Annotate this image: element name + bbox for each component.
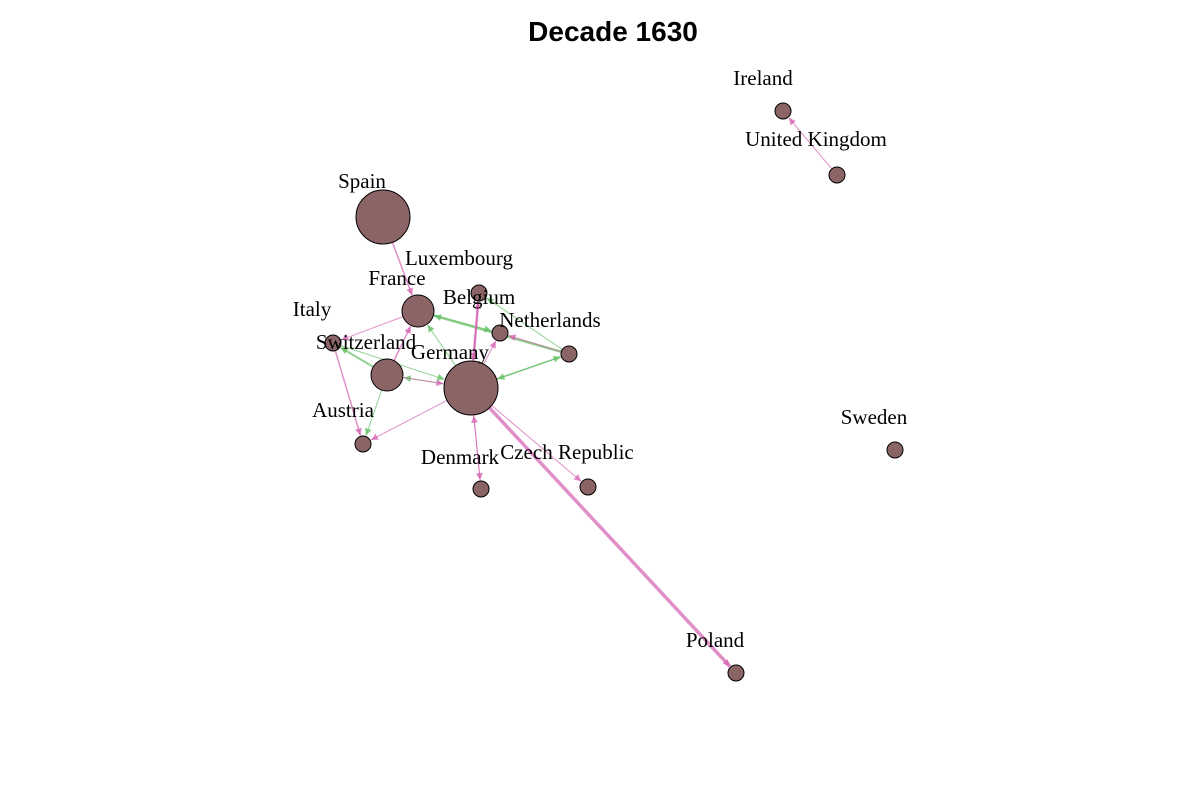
label-germany: Germany: [411, 340, 490, 364]
edge-switzerland-to-austria: [364, 389, 383, 436]
node-france[interactable]: [401, 294, 435, 328]
label-switzerland: Switzerland: [316, 330, 417, 354]
edge-united_kingdom-to-ireland: [788, 117, 833, 170]
edge-denmark-to-germany: [471, 415, 481, 482]
edge-netherlands-to-germany: [497, 356, 562, 380]
node-ireland[interactable]: [774, 102, 792, 120]
node-switzerland[interactable]: [370, 358, 404, 392]
edge-germany-to-france: [427, 324, 457, 367]
label-ireland: Ireland: [733, 66, 793, 90]
edge-luxembourg-to-germany: [470, 300, 480, 361]
node-luxembourg[interactable]: [470, 284, 488, 302]
label-luxembourg: Luxembourg: [405, 246, 514, 270]
label-czech-republic: Czech Republic: [500, 440, 634, 464]
node-sweden[interactable]: [886, 441, 904, 459]
label-italy: Italy: [293, 297, 332, 321]
node-austria[interactable]: [354, 435, 372, 453]
label-denmark: Denmark: [421, 445, 500, 469]
node-italy[interactable]: [324, 334, 342, 352]
node-belgium[interactable]: [491, 324, 509, 342]
label-sweden: Sweden: [841, 405, 908, 429]
nodes-layer: [324, 102, 904, 682]
edge-netherlands-to-luxembourg: [486, 297, 563, 350]
node-czech-republic[interactable]: [579, 478, 597, 496]
node-germany[interactable]: [443, 360, 499, 416]
chart-title: Decade 1630: [528, 16, 698, 47]
edge-italy-to-austria: [334, 350, 362, 436]
label-spain: Spain: [338, 169, 386, 193]
labels-layer: Ireland United Kingdom Spain LuxembourgFran…: [293, 66, 908, 652]
edge-france-to-italy: [341, 316, 404, 341]
label-france: France: [368, 266, 425, 290]
label-netherlands: Netherlands: [499, 308, 600, 332]
edges-layer: [334, 117, 833, 668]
edge-switzerland-to-italy: [340, 346, 374, 368]
label-austria: Austria: [312, 398, 375, 422]
node-united-kingdom[interactable]: [828, 166, 846, 184]
node-denmark[interactable]: [472, 480, 490, 498]
edge-spain-to-france: [391, 242, 413, 296]
edge-switzerland-to-germany: [402, 376, 444, 387]
edge-germany-to-czech_republic: [491, 405, 582, 482]
label-united-kingdom: United Kingdom: [745, 127, 887, 151]
edge-switzerland-to-france: [393, 325, 412, 361]
edge-netherlands-to-belgium: [508, 334, 562, 353]
node-netherlands[interactable]: [560, 345, 578, 363]
edge-germany-to-poland: [488, 406, 732, 668]
node-poland[interactable]: [727, 664, 745, 682]
label-poland: Poland: [686, 628, 745, 652]
edge-germany-to-austria: [370, 399, 448, 441]
node-spain[interactable]: [355, 189, 411, 245]
edge-germany-to-belgium: [483, 340, 497, 365]
label-belgium: Belgium: [443, 285, 515, 309]
